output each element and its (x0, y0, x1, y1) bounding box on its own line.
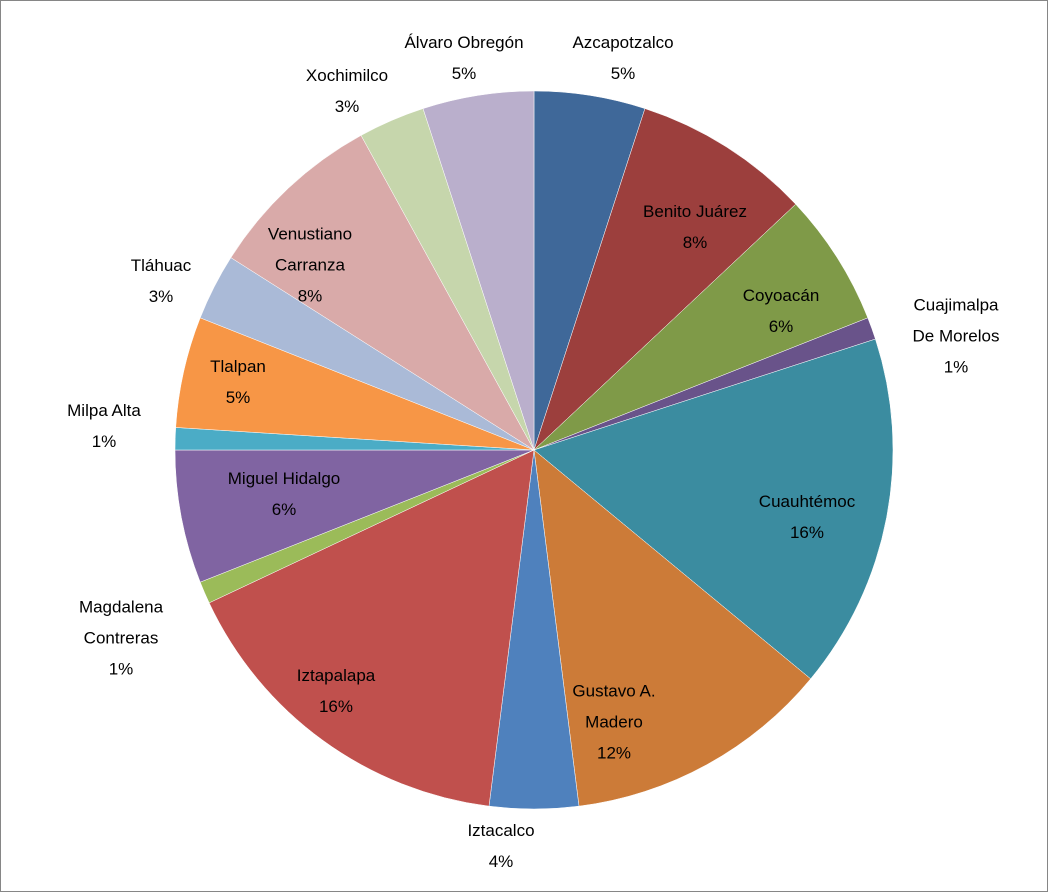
percent-label: 5% (610, 64, 636, 83)
slice-label: Tlalpan 5% (210, 351, 266, 413)
slice-label: Álvaro Obregón 5% (404, 27, 523, 89)
percent-label: 5% (451, 64, 477, 83)
pie-slice (533, 203, 869, 451)
pie-slice (533, 108, 797, 451)
percent-label: 16% (318, 697, 354, 716)
percent-label: 6% (768, 317, 794, 336)
pie-slice (174, 449, 535, 583)
slice-label: Tláhuac 3% (131, 250, 191, 312)
percent-label: 8% (682, 233, 708, 252)
slice-label: Iztacalco 4% (467, 815, 534, 877)
percent-label: 1% (91, 432, 117, 451)
pie-slice (422, 90, 535, 451)
percent-label: 5% (225, 388, 251, 407)
pie-slice (533, 449, 811, 807)
category-name: Iztacalco (467, 821, 535, 840)
category-name: Milpa Alta (67, 401, 141, 420)
slice-label: Gustavo A. Madero 12% (559, 676, 669, 769)
pie-slice (208, 449, 535, 807)
slice-label: Cuajimalpa De Morelos 1% (911, 290, 1002, 383)
category-name: Cuajimalpa De Morelos (912, 295, 1000, 346)
category-name: Benito Juárez (643, 202, 747, 221)
percent-label: 3% (334, 97, 360, 116)
category-name: Álvaro Obregón (404, 33, 524, 52)
slice-label: Venustiano Carranza 8% (255, 219, 365, 312)
category-name: Tláhuac (130, 256, 192, 275)
slice-label: Azcapotzalco 5% (572, 27, 673, 89)
slice-label: Benito Juárez 8% (643, 196, 747, 258)
category-name: Cuauhtémoc (758, 492, 856, 511)
category-name: Tlalpan (210, 357, 266, 376)
category-name: Iztapalapa (296, 666, 376, 685)
slice-label: Cuauhtémoc 16% (759, 486, 855, 548)
percent-label: 3% (148, 287, 174, 306)
category-name: Miguel Hidalgo (227, 469, 341, 488)
percent-label: 6% (271, 500, 297, 519)
category-name: Azcapotzalco (572, 33, 674, 52)
pie-slice (533, 338, 894, 680)
slice-label: Iztapalapa 16% (297, 660, 375, 722)
slice-label: Miguel Hidalgo 6% (228, 463, 340, 525)
category-name: Coyoacán (742, 286, 820, 305)
slice-label: Coyoacán 6% (743, 280, 820, 342)
slice-label: Milpa Alta 1% (67, 395, 141, 457)
percent-label: 1% (943, 357, 969, 377)
percent-label: 1% (108, 659, 134, 679)
slice-label: Magdalena Contreras 1% (61, 592, 181, 685)
pie-slice (230, 135, 535, 451)
percent-label: 8% (297, 286, 323, 306)
category-name: Xochimilco (305, 66, 389, 85)
category-name: Magdalena Contreras (78, 597, 164, 648)
slice-label: Xochimilco 3% (306, 60, 388, 122)
category-name: Venustiano Carranza (267, 224, 353, 275)
percent-label: 4% (488, 852, 514, 871)
percent-label: 16% (789, 523, 825, 542)
category-name: Gustavo A. Madero (572, 681, 656, 732)
percent-label: 12% (596, 743, 632, 763)
